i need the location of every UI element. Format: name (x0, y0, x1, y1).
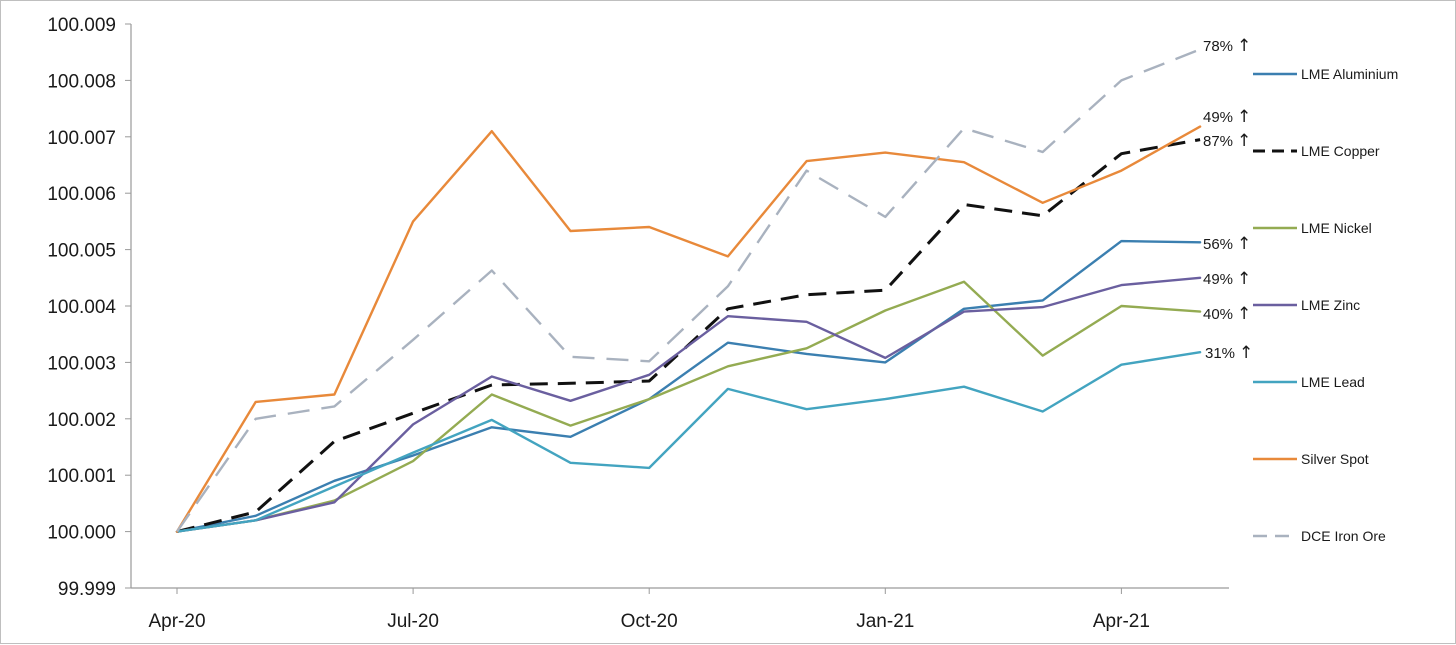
change-annotation: 78% ↑ (1203, 36, 1251, 56)
y-tick-label: 100.004 (47, 297, 116, 318)
legend-label: DCE Iron Ore (1301, 528, 1386, 544)
legend-item: DCE Iron Ore (1253, 528, 1386, 544)
series-lines (175, 48, 1202, 534)
legend-label: Silver Spot (1301, 451, 1369, 467)
series-line-lme-lead (175, 351, 1202, 533)
x-tick-label: Apr-20 (148, 611, 205, 632)
change-annotation-text: 31% (1205, 345, 1235, 362)
axes: 99.999 100.000 100.001 100.002 100.003 100.00… (47, 15, 1229, 632)
change-annotation: 49% ↑ (1203, 107, 1251, 127)
legend-item: LME Zinc (1253, 297, 1360, 313)
y-tick-label: 100.003 (47, 353, 116, 374)
up-arrow-icon: ↑ (1237, 304, 1251, 324)
change-annotation: 49% ↑ (1203, 269, 1251, 289)
legend-label: LME Lead (1301, 374, 1365, 390)
y-tick-label: 100.009 (47, 15, 116, 36)
y-tick-label: 100.001 (47, 466, 116, 487)
series-line-lme-aluminium (175, 239, 1202, 533)
y-tick-label: 100.008 (47, 71, 116, 92)
change-annotation: 56% ↑ (1203, 234, 1251, 254)
y-tick-label: 100.000 (47, 523, 116, 544)
change-annotation-text: 56% (1203, 236, 1233, 253)
legend-label: LME Zinc (1301, 297, 1360, 313)
legend-label: LME Copper (1301, 143, 1380, 159)
legend-label: LME Aluminium (1301, 66, 1398, 82)
change-annotation-text: 87% (1203, 133, 1233, 150)
y-tick-label: 100.005 (47, 241, 116, 262)
up-arrow-icon: ↑ (1237, 36, 1251, 56)
change-annotation-text: 49% (1203, 109, 1233, 126)
x-tick-label: Oct-20 (621, 611, 678, 632)
series-line-lme-zinc (175, 276, 1202, 533)
change-annotation-text: 49% (1203, 271, 1233, 288)
up-arrow-icon: ↑ (1237, 107, 1251, 127)
y-tick-label: 100.007 (47, 128, 116, 149)
legend-label: LME Nickel (1301, 220, 1372, 236)
up-arrow-icon: ↑ (1237, 131, 1251, 151)
change-annotation: 31% ↑ (1205, 343, 1253, 363)
legend-item: LME Aluminium (1253, 66, 1398, 82)
y-tick-label: 100.006 (47, 184, 116, 205)
series-line-dce-iron-ore (176, 48, 1201, 533)
series-line-silver-spot (175, 125, 1202, 533)
up-arrow-icon: ↑ (1239, 343, 1253, 363)
change-annotations: 78% ↑49% ↑87% ↑56% ↑49% ↑40% ↑31% ↑ (1203, 36, 1253, 363)
legend-item: LME Copper (1253, 143, 1380, 159)
series-line-lme-copper (176, 138, 1201, 534)
x-tick-label: Jul-20 (387, 611, 439, 632)
x-tick-label: Jan-21 (856, 611, 914, 632)
up-arrow-icon: ↑ (1237, 234, 1251, 254)
change-annotation-text: 40% (1203, 306, 1233, 323)
legend-item: LME Lead (1253, 374, 1365, 390)
change-annotation: 40% ↑ (1203, 304, 1251, 324)
y-tick-label: 99.999 (58, 579, 116, 600)
change-annotation: 87% ↑ (1203, 131, 1251, 151)
series-line-lme-nickel (175, 280, 1202, 533)
y-tick-label: 100.002 (47, 410, 116, 431)
up-arrow-icon: ↑ (1237, 269, 1251, 289)
x-tick-label: Apr-21 (1093, 611, 1150, 632)
legend-item: Silver Spot (1253, 451, 1369, 467)
legend: LME Aluminium LME Copper LME Nickel LME Zin… (1253, 66, 1398, 544)
legend-item: LME Nickel (1253, 220, 1372, 236)
change-annotation-text: 78% (1203, 38, 1233, 55)
